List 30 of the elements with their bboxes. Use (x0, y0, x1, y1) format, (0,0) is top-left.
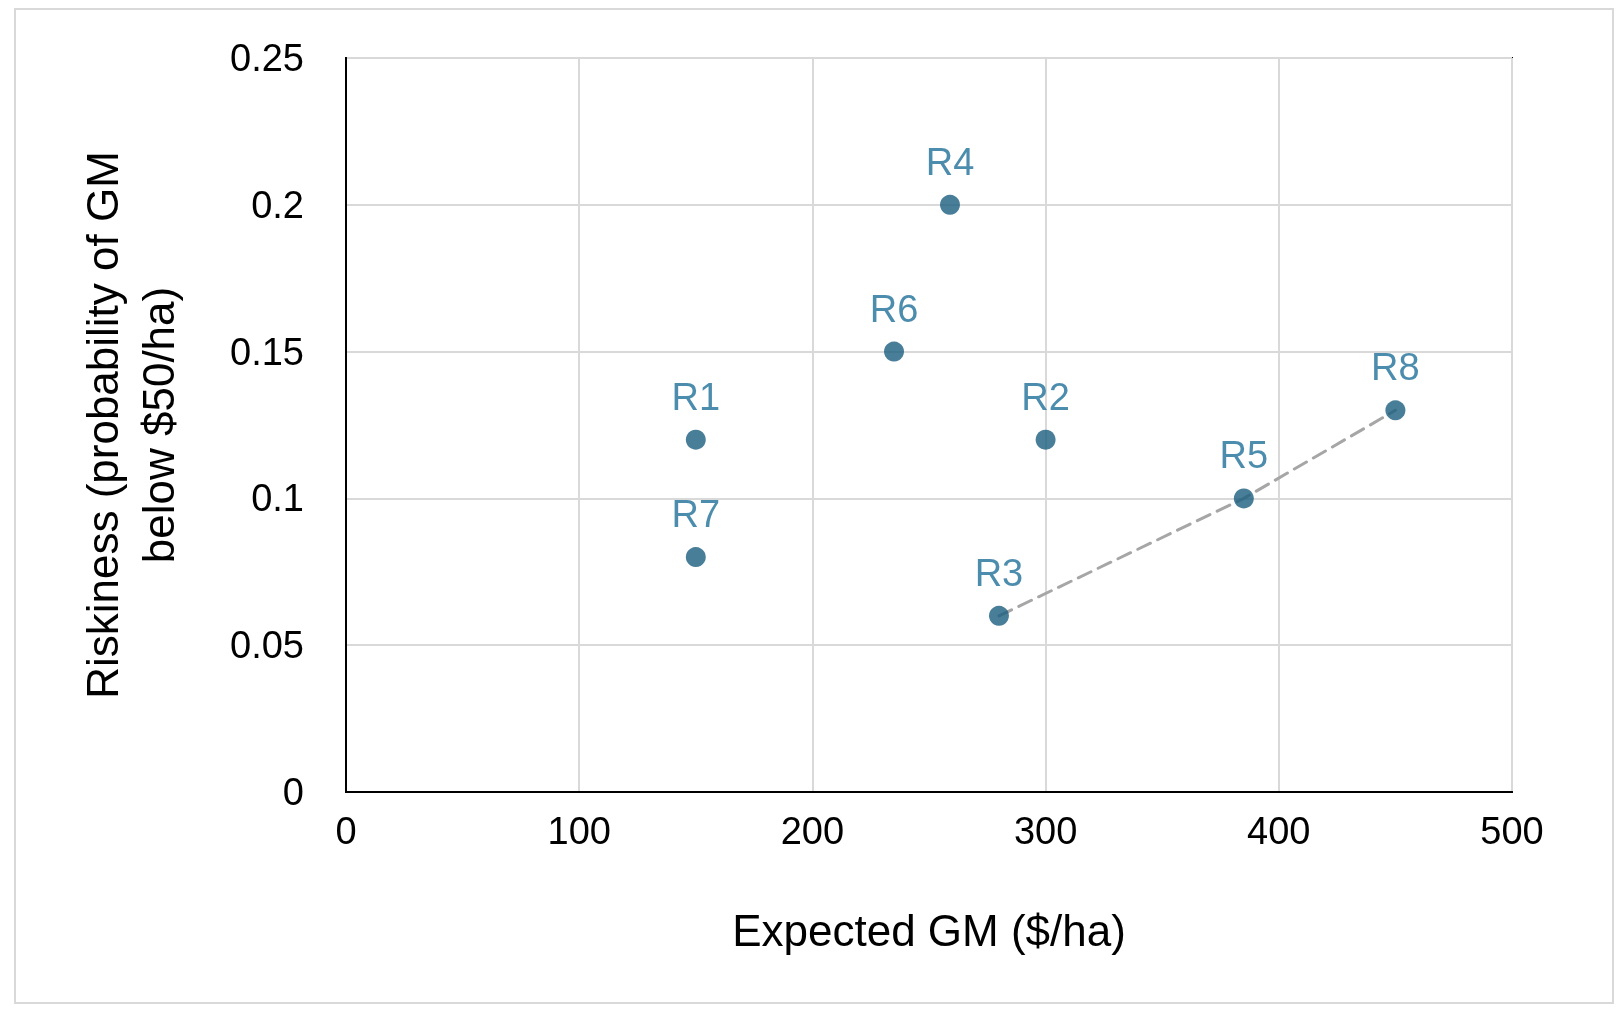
y-tick-label: 0 (282, 771, 304, 813)
y-axis-title: Riskiness (probability of GM below $50/ha) (77, 151, 183, 699)
data-label: R8 (1371, 346, 1420, 389)
y-tick-label: 0.25 (230, 37, 304, 79)
point (685, 429, 706, 450)
point (1385, 400, 1406, 421)
y-tick-label: 0.05 (230, 624, 304, 667)
point (988, 605, 1009, 626)
x-tick-label: 0 (335, 810, 357, 852)
point (1233, 488, 1254, 509)
data-label: R5 (1219, 434, 1269, 477)
x-tick-label: 100 (547, 810, 611, 852)
point (685, 547, 706, 568)
data-label: R2 (1021, 375, 1070, 418)
x-tick-label: 200 (780, 810, 845, 852)
data-label: R7 (671, 493, 721, 536)
y-tick-label: 0.2 (251, 183, 304, 226)
data-label: R3 (974, 551, 1024, 594)
y-tick-label: 0.1 (251, 477, 304, 520)
data-label: R1 (671, 375, 721, 418)
y-tick-label: 0.15 (230, 330, 304, 373)
point (940, 194, 960, 215)
x-tick-label: 400 (1247, 810, 1311, 852)
x-axis-title: Expected GM ($/ha) (732, 905, 1126, 955)
data-label: R4 (925, 140, 975, 183)
x-tick-label: 300 (1013, 810, 1078, 852)
point (1035, 429, 1056, 450)
x-tick-label: 500 (1480, 810, 1544, 852)
data-label: R6 (869, 287, 919, 330)
point (884, 341, 905, 362)
